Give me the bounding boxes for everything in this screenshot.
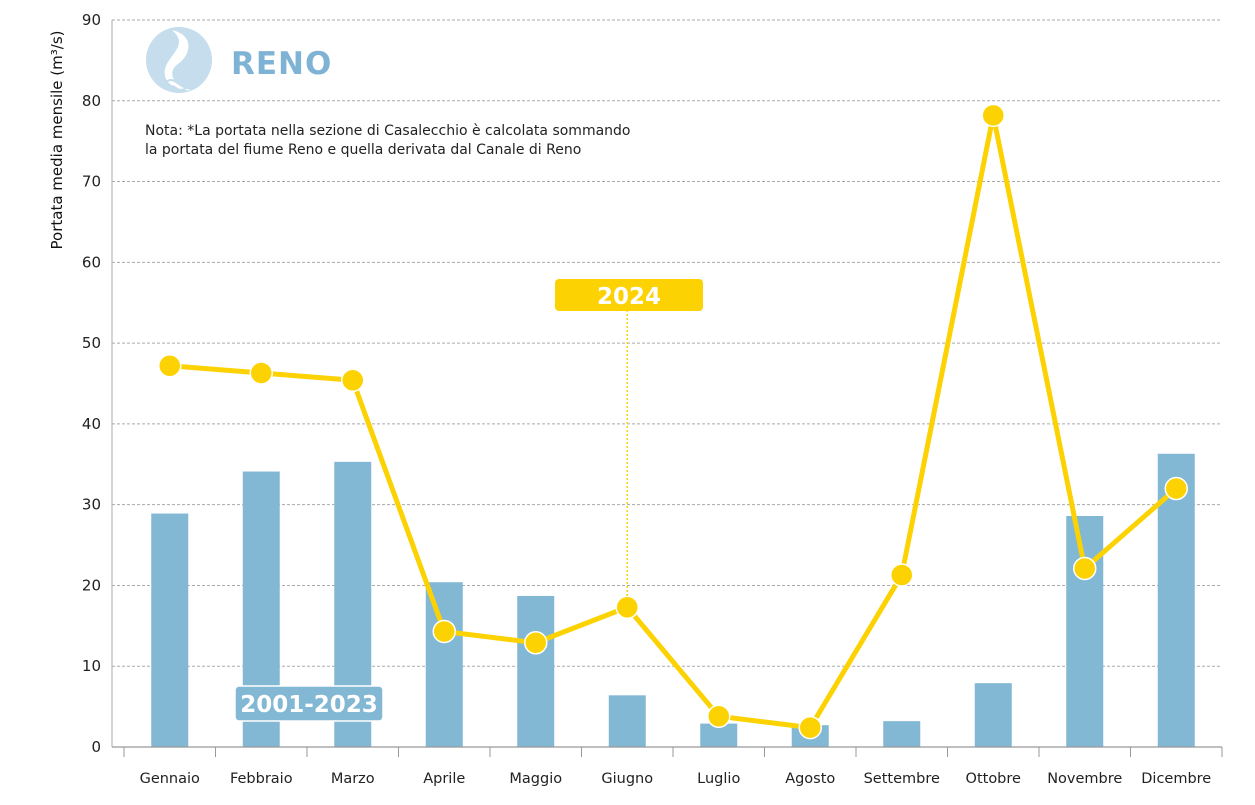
series-label-2001-2023: 2001-2023 — [240, 692, 378, 718]
line-point — [1164, 476, 1188, 501]
grid-lines — [112, 19, 1222, 667]
bar — [974, 683, 1012, 747]
bar — [608, 695, 646, 747]
bar — [883, 721, 921, 747]
line-2024 — [158, 103, 1188, 740]
reno-logo: RENO — [146, 27, 332, 93]
bar — [1066, 515, 1104, 747]
line-point — [432, 619, 456, 644]
x-tick-label: Gennaio — [140, 771, 200, 787]
series-line — [167, 112, 1179, 731]
series-label-2024: 2024 — [597, 284, 661, 310]
x-axis: Gennaio Febbraio Marzo Aprile Maggio Giugno Lu… — [112, 746, 1223, 787]
x-tick-label: Aprile — [423, 771, 465, 787]
x-tick-label: Luglio — [697, 771, 740, 787]
series-labels: 2024 2001-2023 — [234, 279, 703, 722]
note-line-2: la portata del fiume Reno e quella deriv… — [145, 142, 581, 158]
badge-2001-2023 — [234, 685, 384, 722]
x-tick-label: Maggio — [509, 771, 562, 787]
bar — [1157, 453, 1195, 747]
line-point — [981, 103, 1005, 128]
y-tick-label: 80 — [82, 92, 101, 110]
badge-2024 — [555, 279, 703, 311]
y-tick-label: 30 — [82, 496, 101, 514]
x-tick-label: Marzo — [331, 771, 375, 787]
line-point — [707, 704, 731, 729]
x-tick-label: Agosto — [785, 771, 835, 787]
line-point — [158, 353, 182, 378]
y-tick-label: 90 — [82, 11, 101, 29]
river-name: RENO — [231, 46, 332, 82]
note-line-1: Nota: *La portata nella sezione di Casal… — [145, 123, 631, 139]
y-tick-label: 70 — [82, 173, 101, 191]
y-axis-ticks: 0 10 20 30 40 50 60 70 80 90 — [82, 11, 113, 756]
x-tick-label: Dicembre — [1141, 771, 1211, 787]
x-tick-label: Novembre — [1047, 771, 1122, 787]
line-point — [890, 563, 914, 587]
y-tick-label: 10 — [82, 657, 101, 675]
line-point — [1073, 556, 1097, 581]
bar — [517, 595, 555, 747]
y-tick-label: 50 — [82, 334, 101, 352]
bar — [151, 513, 189, 747]
x-tick-label: Giugno — [601, 771, 653, 787]
y-tick-label: 40 — [82, 415, 101, 433]
line-point — [615, 595, 639, 620]
x-tick-label: Ottobre — [966, 771, 1022, 787]
line-point — [341, 368, 365, 393]
line-point — [798, 715, 822, 740]
y-axis-label: Portata media mensile (m³/s) — [48, 31, 66, 250]
x-tick-label: Settembre — [864, 771, 940, 787]
bar — [700, 723, 738, 747]
y-tick-label: 20 — [82, 576, 101, 594]
y-tick-label: 60 — [82, 253, 101, 271]
bar — [425, 582, 463, 747]
y-tick-label: 0 — [91, 738, 101, 756]
x-tick-label: Febbraio — [230, 771, 293, 787]
line-point — [249, 361, 273, 385]
river-icon — [146, 27, 212, 93]
line-point — [524, 631, 548, 655]
